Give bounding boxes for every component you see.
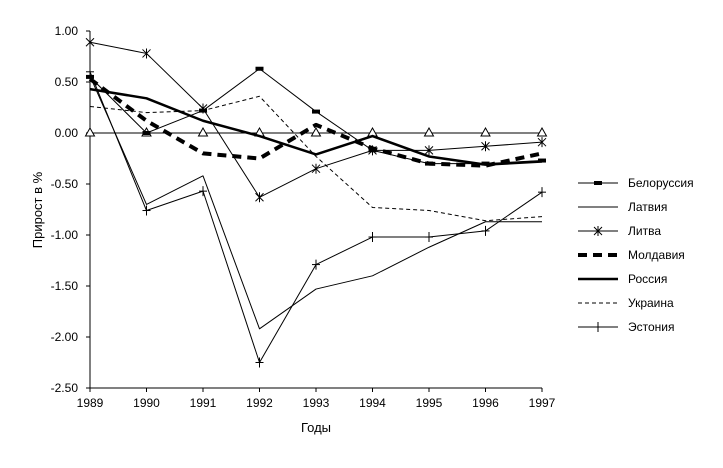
y-axis-ticks: 1.00 0.50 0.00 -0.50 -1.00 -1.50 -2.00 -2.50 <box>51 24 90 395</box>
series-line <box>89 68 543 165</box>
series-1 <box>86 66 546 166</box>
series-line <box>89 75 542 330</box>
zero-triangle-marker <box>84 126 96 137</box>
series-4 <box>88 77 543 168</box>
y-tick-label: -1.00 <box>51 228 79 242</box>
legend-marker <box>594 181 602 185</box>
x-tick-label: 1994 <box>359 396 386 410</box>
legend-item: Молдавия <box>578 248 685 262</box>
series-line <box>89 95 543 222</box>
data-point <box>312 109 320 114</box>
legend-item: Литва <box>578 224 661 238</box>
series-layer <box>85 37 547 368</box>
x-tick-label: 1996 <box>472 396 499 410</box>
series-line <box>89 41 543 198</box>
y-tick-label: -2.00 <box>51 330 79 344</box>
x-axis-ticks: 1989 1990 1991 1992 1993 1994 1995 1996 1997 <box>77 388 556 410</box>
series-7 <box>86 66 546 368</box>
y-tick-label: -1.50 <box>51 279 79 293</box>
data-point <box>142 131 151 135</box>
zero-triangle-marker <box>367 126 378 137</box>
x-tick-label: 1997 <box>529 396 556 410</box>
series-6 <box>89 95 543 222</box>
y-tick-label: -2.50 <box>51 381 79 395</box>
legend: Белоруссия Латвия Литва Молдавия Россия Украи… <box>578 176 694 334</box>
x-tick-label: 1992 <box>246 396 273 410</box>
series-3 <box>85 37 547 203</box>
series-2 <box>89 75 542 330</box>
legend-label: Латвия <box>628 200 667 214</box>
y-axis-title: Прирост в % <box>30 171 45 248</box>
legend-item: Россия <box>578 272 667 286</box>
x-tick-label: 1995 <box>416 396 443 410</box>
zero-line <box>84 126 548 137</box>
y-tick-label: 0.00 <box>55 126 79 140</box>
plot-area <box>89 31 542 389</box>
zero-triangle-marker <box>480 126 491 137</box>
zero-triangle-marker <box>310 126 322 137</box>
series-5 <box>89 87 543 166</box>
zero-triangle-marker <box>423 126 435 137</box>
legend-label: Литва <box>628 224 661 238</box>
legend-label: Россия <box>628 272 667 286</box>
data-point <box>255 66 264 71</box>
legend-label: Украина <box>628 296 674 310</box>
data-point <box>538 158 546 163</box>
series-line <box>89 71 543 363</box>
zero-triangle-marker <box>197 126 209 137</box>
x-tick-label: 1989 <box>77 396 104 410</box>
legend-label: Молдавия <box>628 248 685 262</box>
legend-item: Эстония <box>578 320 675 334</box>
x-tick-label: 1991 <box>190 396 217 410</box>
zero-triangle-marker <box>536 126 548 137</box>
x-tick-label: 1993 <box>303 396 330 410</box>
legend-item: Белоруссия <box>578 176 694 190</box>
series-line <box>88 77 543 168</box>
x-tick-label: 1990 <box>133 396 160 410</box>
legend-item: Латвия <box>578 200 667 214</box>
legend-label: Белоруссия <box>628 176 694 190</box>
legend-item: Украина <box>578 296 674 310</box>
y-tick-label: 1.00 <box>55 24 79 38</box>
y-tick-label: -0.50 <box>51 177 79 191</box>
legend-label: Эстония <box>628 320 675 334</box>
y-tick-label: 0.50 <box>55 75 79 89</box>
series-line <box>89 87 543 166</box>
x-axis-title: Годы <box>301 420 331 435</box>
